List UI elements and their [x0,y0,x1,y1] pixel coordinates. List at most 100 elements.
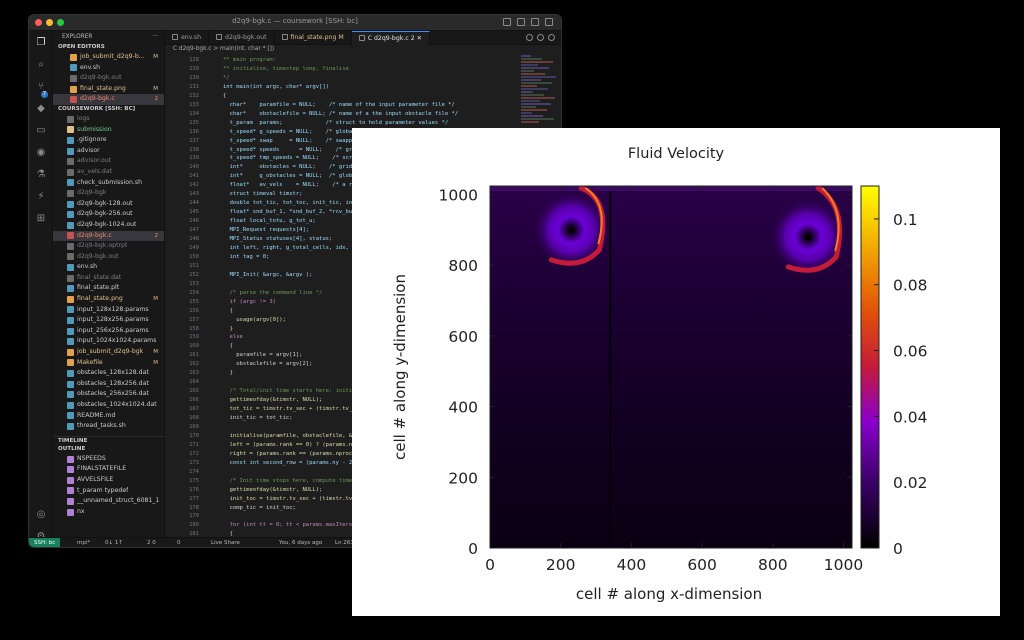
file-item[interactable]: d2q9-bgk.out [53,252,164,263]
open-editors-section[interactable]: OPEN EDITORS [58,44,105,50]
file-tree: logs submission .gitignore advisor advisor.o… [53,114,164,432]
file-status-badge: 2 [154,96,159,103]
line-number: 158 [189,325,199,332]
file-item[interactable]: input_128x128.params [53,305,164,316]
close-tab-icon[interactable]: ✕ [414,35,422,42]
minimize-window-button[interactable] [46,19,53,26]
file-item[interactable]: obstacles_128x256.dat [53,379,164,390]
file-item[interactable]: input_1024x1024.params [53,336,164,347]
file-item[interactable]: .gitignore [53,135,164,146]
workspace-folder[interactable]: COURSEWORK [SSH: BC] [58,105,136,112]
remote-indicator[interactable]: SSH: bc [29,538,61,547]
symbol-icon [67,455,74,463]
line-number: 140 [189,164,199,171]
breadcrumb[interactable]: C d2q9-bgk.c > main(int, char * []) [173,46,275,52]
file-item[interactable]: thread_tasks.sh [53,421,164,432]
file-item[interactable]: final_state.dat [53,273,164,284]
outline-item[interactable]: t_param typedef [53,486,164,497]
live-share-button[interactable]: Live Share [211,540,240,546]
file-item[interactable]: av_vels.dat [53,167,164,178]
run-icon[interactable]: ⚡ [37,191,45,202]
file-name: final_state.png [80,84,126,92]
account-icon[interactable]: ◎ [36,509,46,520]
minimap-line [521,64,538,66]
outline-item[interactable]: nx [53,507,164,518]
file-item[interactable]: README.md [53,411,164,422]
split-editor-icon[interactable] [548,34,555,41]
problems-indicator[interactable]: 2 0 [147,540,156,546]
y-tick-label: 800 [448,257,478,275]
file-item[interactable]: job_submit_d2q9-bgk M [53,347,164,358]
y-axis-label: cell # along y-dimension [391,274,409,460]
file-item[interactable]: final_state.plt [53,283,164,294]
outline-item[interactable]: FINALSTATEFILE [53,464,164,475]
source-control-icon[interactable]: ⑂ [38,81,44,92]
run-file-icon[interactable] [537,34,544,41]
code-line: float local_totu, g_tot_u; [223,218,316,225]
editor-tab[interactable]: env.sh [165,31,210,45]
line-number: 154 [189,289,199,296]
file-name: d2q9-bgk.out [77,252,119,260]
file-item[interactable]: d2q9-bgk-256.out [53,209,164,220]
file-item[interactable]: submission [53,125,164,136]
file-item[interactable]: check_submission.sh [53,178,164,189]
file-item[interactable]: obstacles_128x128.dat [53,368,164,379]
file-item[interactable]: Makefile M [53,358,164,369]
file-item[interactable]: d2q9-bgk.out [53,73,164,84]
minimap[interactable] [521,55,557,125]
docker-icon[interactable]: ◆ [37,103,45,114]
file-item[interactable]: env.sh [53,262,164,273]
file-item[interactable]: d2q9-bgk-128.out [53,199,164,210]
customize-layout-icon[interactable] [545,18,553,26]
toggle-sidebar-icon[interactable] [503,18,511,26]
file-item[interactable]: advisor [53,146,164,157]
file-item[interactable]: final_state.png M [53,84,164,95]
file-item[interactable]: env.sh [53,63,164,74]
code-line: ** initialise, timestep loop, finalise [223,65,349,72]
file-item[interactable]: final_state.png M [53,294,164,305]
file-item[interactable]: d2q9-bgk-1024.out [53,220,164,231]
editor-tab[interactable]: C d2q9-bgk.c 2 ✕ [351,31,430,45]
file-icon [172,34,178,40]
sync-indicator[interactable]: 0↓ 1↑ [105,540,123,546]
outline-item[interactable]: NSPEEDS [53,454,164,465]
cursor-position[interactable]: Ln 263, Co [335,540,365,546]
file-item[interactable]: job_submit_d2q9-b... M [53,52,164,63]
more-actions-icon[interactable]: ··· [152,34,158,40]
file-item[interactable]: advisor.out [53,156,164,167]
git-blame[interactable]: You, 6 days ago [279,540,323,546]
file-item[interactable]: input_256x256.params [53,326,164,337]
remote-explorer-icon[interactable]: ▭ [36,125,46,136]
file-status-badge: M [153,359,158,366]
testing-icon[interactable]: ⚗ [36,169,46,180]
ports-indicator[interactable]: 0 [177,540,181,546]
search-icon[interactable]: ⌕ [38,59,44,70]
timeline-section[interactable]: TIMELINE [53,435,164,445]
editor-tab[interactable]: d2q9-bgk.out [209,31,275,45]
file-item[interactable]: obstacles_256x256.dat [53,389,164,400]
outline-item[interactable]: AVVELSFILE [53,475,164,486]
toggle-panel-icon[interactable] [517,18,525,26]
colorbar-tick-label: 0.06 [893,343,928,361]
file-item[interactable]: input_128x256.params [53,315,164,326]
file-item[interactable]: d2q9-bgk [53,188,164,199]
colorbar-tick-label: 0.04 [893,408,928,426]
close-window-button[interactable] [35,19,42,26]
file-item[interactable]: logs [53,114,164,125]
file-item[interactable]: d2q9-bgk.c 2 [53,94,164,105]
github-icon[interactable]: ◉ [36,147,46,158]
outline-section[interactable]: OUTLINE [58,445,86,452]
toggle-secondary-sidebar-icon[interactable] [531,18,539,26]
settings-icon[interactable]: ⚙ [35,531,47,543]
files-icon[interactable]: ❐ [36,37,46,48]
compare-icon[interactable] [526,34,533,41]
file-item[interactable]: d2q9-bgk.optrpt [53,241,164,252]
file-item[interactable]: obstacles_1024x1024.dat [53,400,164,411]
maximize-window-button[interactable] [57,19,64,26]
file-item[interactable]: d2q9-bgk.c 2 [53,230,164,242]
editor-tab[interactable]: final_state.png M [275,31,352,45]
line-number: 132 [189,92,199,99]
extensions-icon[interactable]: ⊞ [36,213,46,224]
branch-indicator[interactable]: mpi* [77,540,91,546]
outline-item[interactable]: __unnamed_struct_6081_1 [53,496,164,507]
